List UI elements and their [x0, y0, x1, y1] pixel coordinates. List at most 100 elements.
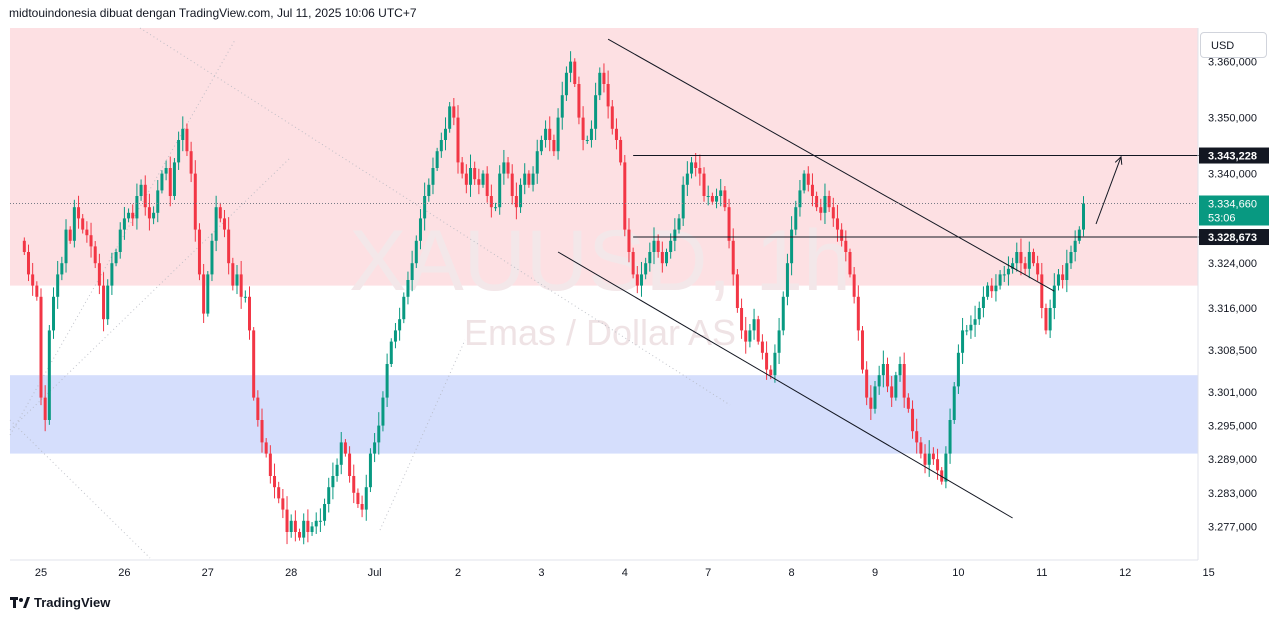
watermark-symbol: XAUUSD, 1h — [349, 213, 851, 309]
candle-body — [206, 274, 210, 314]
candle — [819, 198, 823, 221]
candle-body — [218, 207, 222, 219]
candle — [1006, 256, 1010, 286]
candle-body — [85, 229, 89, 236]
candle-body — [277, 487, 281, 499]
time-tick-label: 11 — [1036, 567, 1047, 579]
price-tick-label: 3.324,000 — [1208, 258, 1257, 270]
candle-body — [318, 520, 322, 522]
candle — [423, 182, 427, 231]
candle-body — [427, 184, 431, 196]
candle — [456, 105, 460, 174]
candle — [731, 228, 735, 286]
candle-body — [385, 364, 389, 398]
candle — [735, 269, 739, 313]
candle-body — [777, 330, 781, 353]
candle-body — [1023, 263, 1027, 269]
candle-body — [1082, 203, 1085, 230]
candle — [744, 316, 748, 354]
candle — [368, 448, 372, 493]
candle — [406, 271, 410, 305]
candle-body — [89, 235, 93, 247]
candle — [327, 477, 331, 513]
candle-body — [781, 296, 785, 331]
candle — [631, 247, 635, 279]
candle-body — [1044, 308, 1048, 331]
candle — [1015, 242, 1019, 272]
candle-body — [569, 61, 573, 73]
candle-body — [398, 319, 402, 331]
candle — [481, 170, 485, 188]
price-tick-label: 3.301,000 — [1208, 387, 1257, 399]
candle-body — [285, 509, 289, 532]
candle — [235, 264, 239, 295]
candle — [110, 252, 114, 295]
candle-body — [744, 330, 748, 342]
candle — [702, 167, 706, 202]
candle-body — [802, 173, 806, 191]
candle — [414, 235, 418, 269]
candle — [531, 166, 535, 192]
candle-body — [356, 492, 360, 504]
candle — [777, 317, 781, 364]
candle-body — [523, 173, 527, 185]
candle — [677, 214, 681, 234]
time-tick-label: 25 — [35, 567, 47, 579]
candle-body — [548, 128, 552, 140]
candle — [202, 263, 206, 323]
candle — [431, 157, 435, 195]
candle — [519, 178, 523, 213]
channel-upper-line[interactable] — [607, 38, 1055, 292]
candle-body — [135, 196, 139, 219]
candle — [185, 123, 189, 157]
candle — [206, 271, 210, 317]
candle-body — [147, 207, 151, 219]
candle — [364, 474, 368, 521]
candle-body — [439, 140, 443, 152]
candle — [1002, 266, 1006, 282]
candle-body — [102, 285, 106, 320]
candle — [47, 325, 51, 425]
candle — [1065, 249, 1069, 293]
candle — [1077, 226, 1081, 244]
candle — [931, 447, 935, 465]
tradingview-logo[interactable]: TradingView — [10, 595, 110, 610]
candle-body — [886, 364, 890, 387]
candle — [56, 260, 60, 309]
candle-body — [911, 408, 915, 432]
candle-body — [1048, 308, 1052, 331]
candle-body — [873, 386, 877, 409]
candle-body — [81, 218, 85, 230]
candle-body — [1011, 263, 1015, 269]
candle-body — [389, 341, 393, 364]
candle — [147, 193, 151, 231]
candle — [815, 191, 819, 212]
candle-body — [460, 162, 464, 174]
candle — [998, 270, 1002, 290]
watermark-description: Emas / Dollar AS — [464, 312, 736, 353]
demand-zone[interactable] — [10, 375, 1198, 454]
candle-body — [68, 229, 72, 241]
tradingview-icon — [10, 596, 30, 609]
candle — [652, 227, 656, 265]
candle — [214, 195, 218, 252]
candle-body — [719, 190, 723, 196]
candle — [552, 134, 556, 157]
time-tick-label: 28 — [285, 567, 297, 579]
candle — [1052, 273, 1056, 320]
candle — [806, 166, 810, 192]
candle — [268, 445, 272, 484]
candle-body — [127, 212, 131, 219]
currency-selector[interactable]: USD — [1200, 32, 1267, 58]
price-tick-label: 3.350,000 — [1208, 113, 1257, 125]
candle-body — [335, 464, 339, 476]
candle-body — [564, 72, 568, 96]
candle-body — [915, 431, 919, 443]
candle-body — [193, 173, 197, 230]
candle — [927, 440, 931, 477]
candle-body — [1065, 263, 1069, 280]
channel-lower-line[interactable] — [557, 251, 1013, 519]
projection-arrow[interactable] — [1095, 156, 1122, 225]
